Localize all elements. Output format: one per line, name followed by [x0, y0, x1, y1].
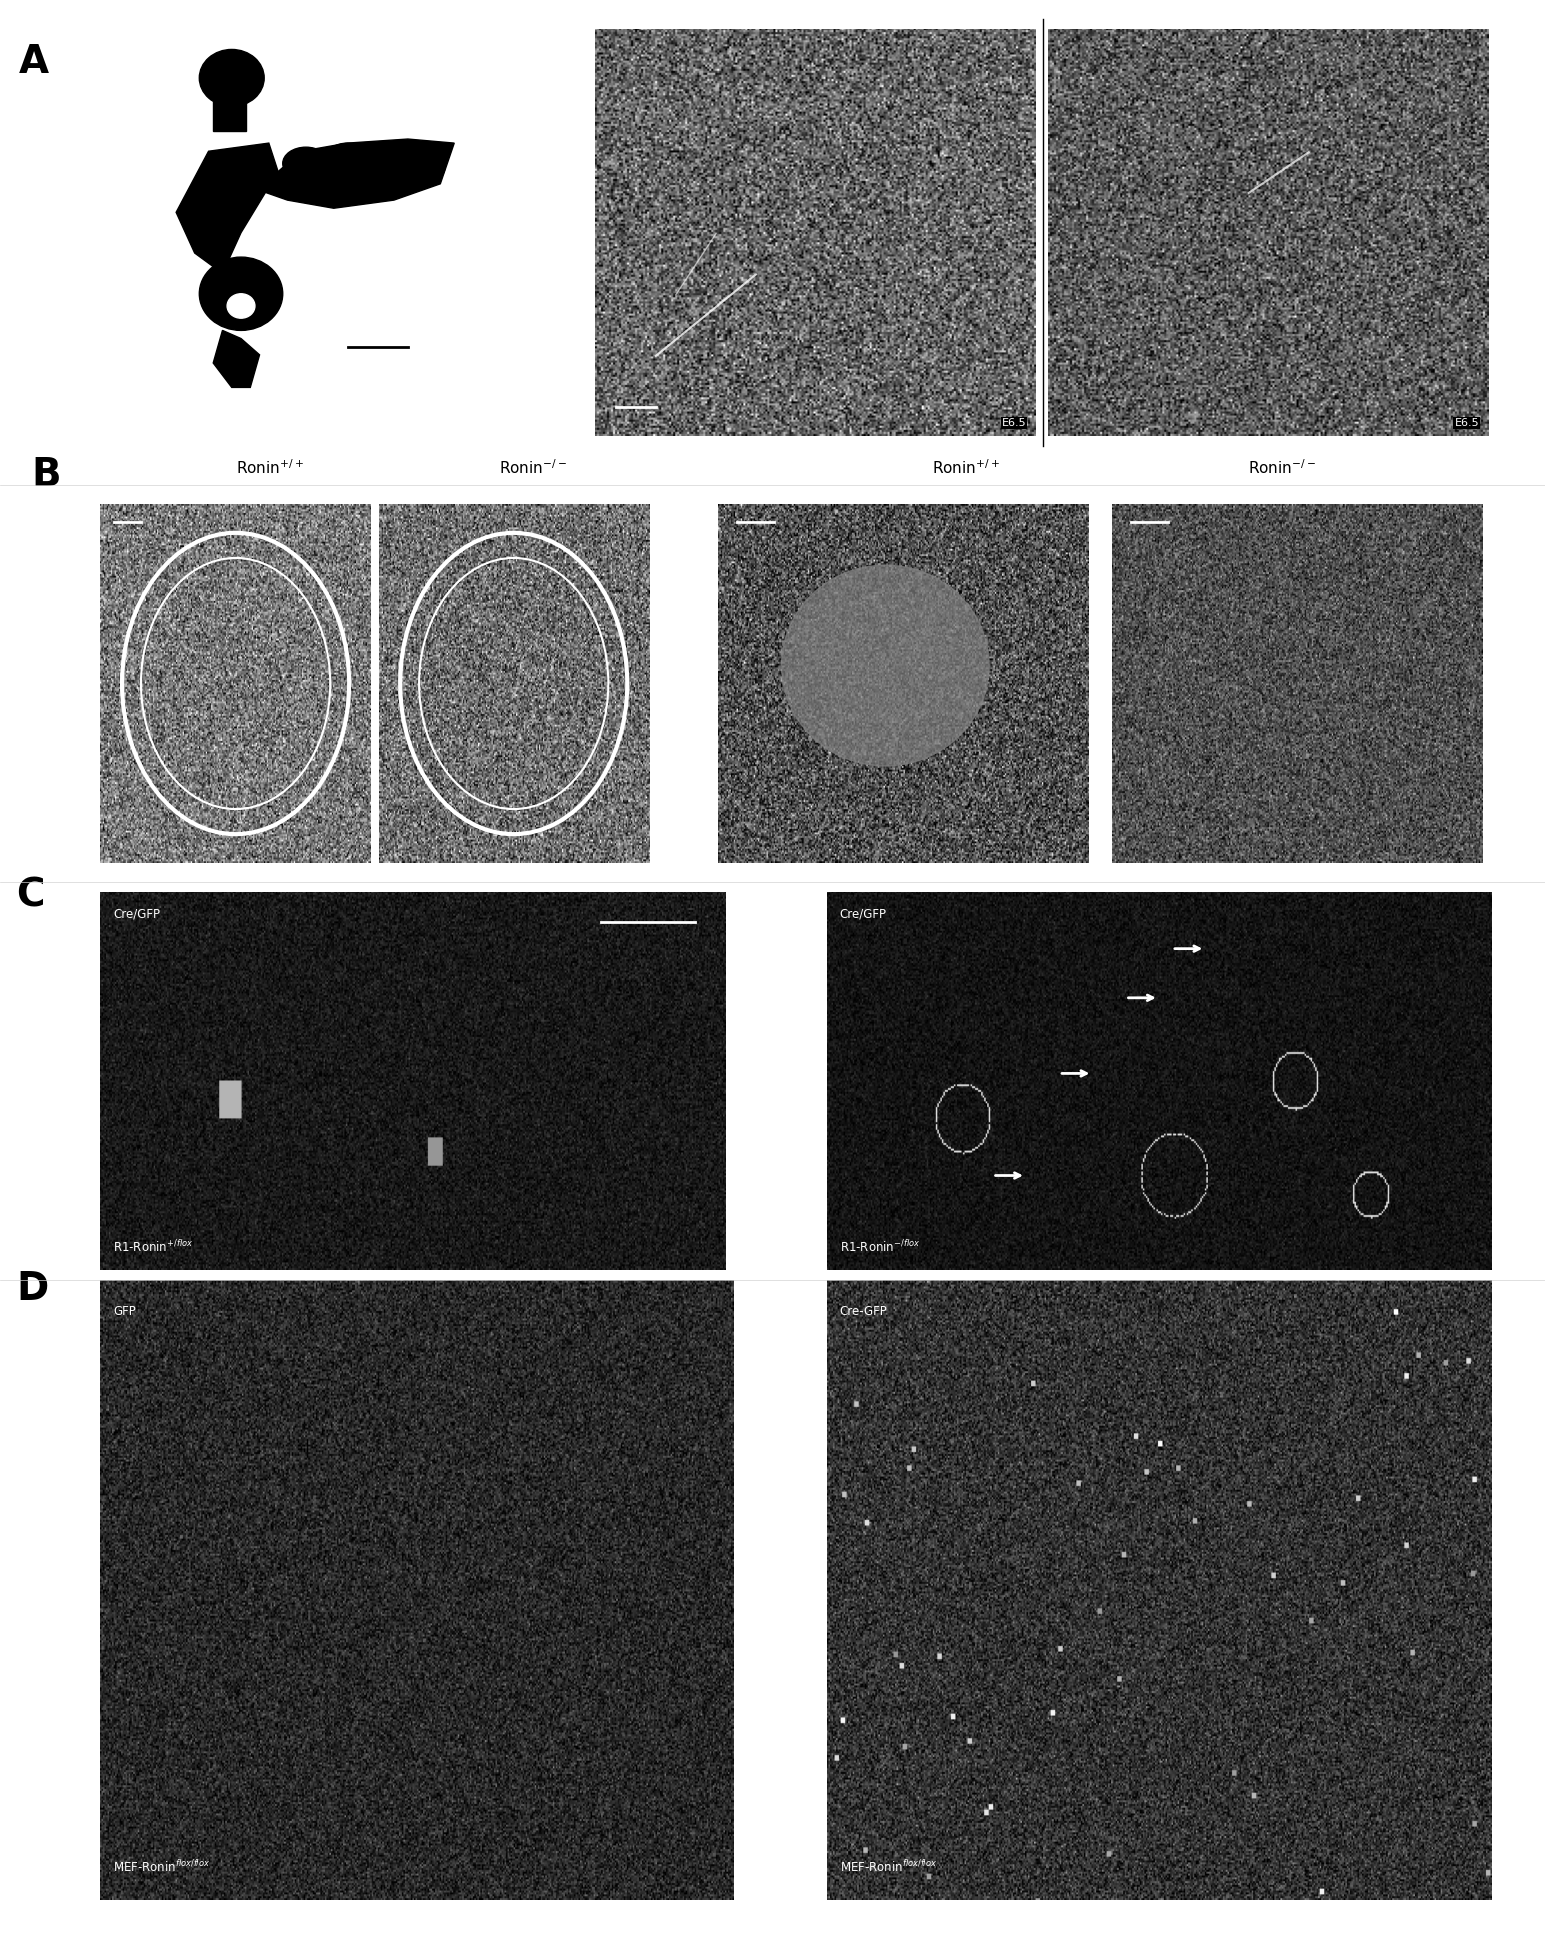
Ellipse shape: [399, 151, 445, 184]
Text: Cre/GFP: Cre/GFP: [113, 907, 161, 921]
Text: *: *: [283, 171, 292, 190]
Bar: [213, 78, 246, 130]
Text: MEF-Ronin$^{flox/flox}$: MEF-Ronin$^{flox/flox}$: [840, 1860, 938, 1875]
Circle shape: [199, 48, 264, 107]
Circle shape: [199, 258, 283, 330]
Circle shape: [227, 293, 255, 318]
Text: R1-Ronin$^{+/flox}$: R1-Ronin$^{+/flox}$: [113, 1239, 193, 1255]
Text: E6.5: E6.5: [1001, 419, 1026, 429]
Text: E6.5: E6.5: [1454, 419, 1479, 429]
Polygon shape: [213, 330, 260, 388]
Ellipse shape: [362, 147, 408, 180]
Text: Ronin$^{+/+}$: Ronin$^{+/+}$: [932, 458, 1000, 477]
Text: MEF-Ronin$^{flox/flox}$: MEF-Ronin$^{flox/flox}$: [113, 1860, 210, 1875]
Text: R1-Ronin$^{-/flox}$: R1-Ronin$^{-/flox}$: [840, 1239, 921, 1255]
Text: Ronin$^{+/+}$: Ronin$^{+/+}$: [236, 458, 304, 477]
Circle shape: [782, 564, 989, 766]
Text: Ronin$^{-/-}$: Ronin$^{-/-}$: [1248, 458, 1316, 477]
Ellipse shape: [283, 147, 329, 180]
Text: C: C: [15, 876, 45, 915]
Polygon shape: [264, 140, 454, 207]
Text: A: A: [19, 43, 48, 81]
Polygon shape: [176, 143, 278, 273]
Text: Cre-GFP: Cre-GFP: [840, 1305, 888, 1319]
Text: Cre/GFP: Cre/GFP: [840, 907, 887, 921]
Text: D: D: [15, 1270, 48, 1309]
Text: GFP: GFP: [113, 1305, 136, 1319]
Text: B: B: [31, 456, 60, 494]
Ellipse shape: [324, 143, 371, 176]
Text: Ronin$^{-/-}$: Ronin$^{-/-}$: [499, 458, 567, 477]
